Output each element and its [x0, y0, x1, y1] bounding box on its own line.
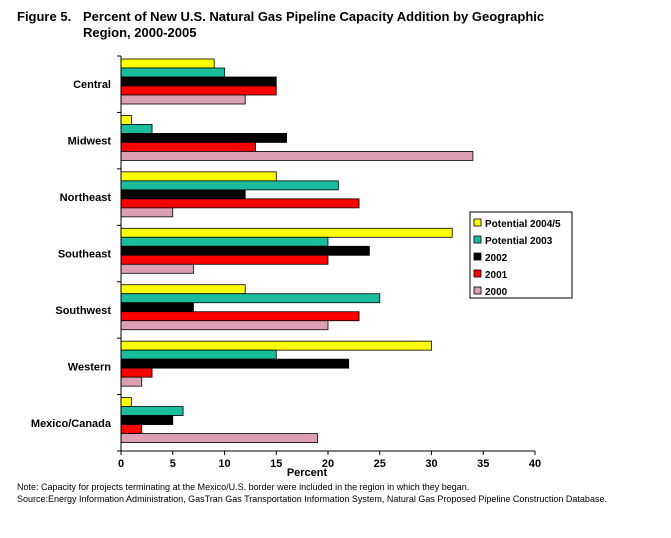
title-line-2: Region, 2000-2005: [83, 25, 197, 40]
x-tick-label: 30: [425, 458, 437, 470]
bar-southeast-potential-2003: [120, 236, 329, 247]
bar-southwest-2000: [120, 320, 329, 331]
legend-label-potential-2003: Potential 2003: [485, 236, 553, 247]
x-tick-label: 40: [529, 458, 541, 470]
source-text: Source:Energy Information Administration…: [17, 494, 607, 504]
note-text: Note: Capacity for projects terminating …: [17, 482, 470, 492]
x-tick-label: 0: [118, 458, 124, 470]
x-tick-label: 25: [374, 458, 386, 470]
legend-swatch-2001: [473, 269, 482, 278]
legend-swatch-2000: [473, 286, 482, 295]
bars: [120, 58, 474, 443]
category-label-midwest: Midwest: [68, 136, 112, 148]
bar-southwest-potential-2004-5: [120, 284, 246, 295]
bar-central-potential-2003: [120, 67, 225, 78]
x-tick-label: 35: [477, 458, 489, 470]
x-axis-label: Percent: [287, 467, 328, 479]
bar-mexico-canada-potential-2003: [120, 406, 184, 416]
legend-swatch-2002: [473, 252, 482, 261]
legend: Potential 2004/5 Potential 2003 2002 2001 20…: [469, 211, 573, 299]
bar-northeast-2000: [120, 207, 174, 218]
bar-northeast-potential-2003: [120, 180, 339, 191]
bar-northeast-2001: [120, 198, 360, 209]
x-tick-label: 15: [270, 458, 282, 470]
category-label-northeast: Northeast: [60, 192, 112, 204]
bar-northeast-2002: [120, 189, 246, 200]
bar-southeast-potential-2004-5: [120, 227, 453, 238]
bar-midwest-potential-2003: [120, 124, 153, 134]
legend-swatch-potential-2004-5: [473, 218, 482, 227]
bar-southwest-2001: [120, 311, 360, 322]
category-label-southwest: Southwest: [55, 305, 111, 317]
bar-mexico-canada-2001: [120, 424, 143, 434]
bar-midwest-2000: [120, 151, 474, 161]
figure-number: Figure 5.: [17, 9, 72, 24]
bar-central-potential-2004-5: [120, 58, 215, 69]
notes: Note: Capacity for projects terminating …: [17, 481, 657, 505]
title-line-1: Percent of New U.S. Natural Gas Pipeline…: [83, 9, 545, 24]
bar-northeast-potential-2004-5: [120, 171, 277, 182]
category-label-central: Central: [73, 79, 111, 91]
bar-southeast-2000: [120, 263, 194, 274]
bar-mexico-canada-potential-2004-5: [120, 397, 132, 407]
bar-southeast-2001: [120, 254, 329, 265]
bar-mexico-canada-2002: [120, 415, 174, 425]
bar-southeast-2002: [120, 245, 370, 256]
x-tick-label: 5: [170, 458, 176, 470]
bar-western-potential-2004-5: [120, 340, 432, 351]
bar-central-2000: [120, 94, 246, 105]
bar-mexico-canada-2000: [120, 433, 319, 443]
bar-southwest-2002: [120, 302, 194, 313]
bar-western-potential-2003: [120, 349, 277, 360]
bar-western-2002: [120, 358, 350, 369]
bar-western-2001: [120, 367, 153, 378]
legend-label-2002: 2002: [485, 253, 508, 264]
legend-label-2000: 2000: [485, 287, 508, 298]
bar-central-2002: [120, 76, 277, 87]
x-tick-label: 10: [218, 458, 230, 470]
bar-central-2001: [120, 85, 277, 96]
legend-box: [469, 211, 573, 299]
bar-midwest-2001: [120, 142, 256, 152]
legend-swatch-potential-2003: [473, 235, 482, 244]
category-label-southeast: Southeast: [58, 249, 112, 261]
axes: Central Midwest Northeast Southeast Southwes…: [31, 55, 541, 479]
bar-chart: Central Midwest Northeast Southeast Southwes…: [31, 55, 573, 479]
bar-midwest-2002: [120, 133, 288, 143]
legend-label-2001: 2001: [485, 270, 508, 281]
category-label-western: Western: [68, 361, 111, 373]
bar-western-2000: [120, 376, 143, 387]
figure-title: Figure 5. Percent of New U.S. Natural Gas…: [17, 9, 657, 41]
legend-label-potential-2004-5: Potential 2004/5: [485, 219, 561, 230]
bar-southwest-potential-2003: [120, 293, 381, 304]
category-label-mexico-canada: Mexico/Canada: [31, 418, 112, 430]
bar-midwest-potential-2004-5: [120, 115, 132, 125]
x-tick-label: 20: [322, 458, 334, 470]
